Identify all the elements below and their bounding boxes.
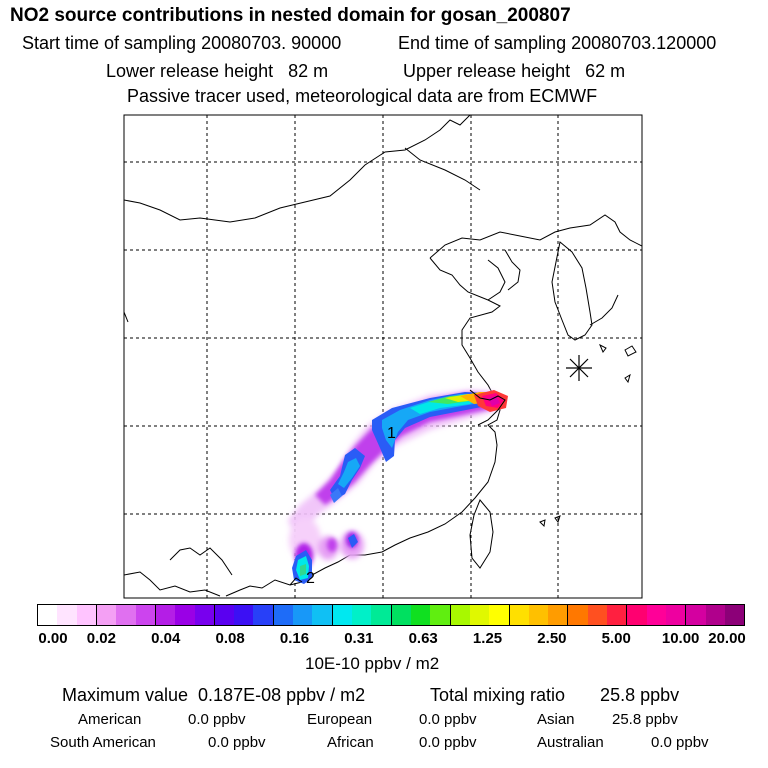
lat-lon-grid <box>124 115 642 598</box>
colorbar-swatch <box>410 605 431 625</box>
colorbar-swatch <box>57 605 77 625</box>
region-name-asian: Asian <box>537 711 575 728</box>
colorbar-swatch <box>352 605 372 625</box>
colorbar-swatch <box>332 605 352 625</box>
colorbar-swatch <box>528 605 549 625</box>
colorbar-swatch <box>371 605 392 625</box>
lower-release-height: Lower release height 82 m <box>106 61 329 81</box>
plot-title: NO2 source contributions in nested domai… <box>10 5 571 26</box>
map-frame <box>123 114 643 599</box>
colorbar-swatch <box>155 605 176 625</box>
colorbar-tick-label: 0.08 <box>215 630 245 647</box>
end-time: End time of sampling 20080703.120000 <box>398 33 717 53</box>
region-value-african: 0.0 ppbv <box>419 734 477 751</box>
colorbar-swatch <box>38 605 58 625</box>
region-name-european: European <box>307 711 373 728</box>
colorbar-swatch <box>273 605 294 625</box>
tracer-note: Passive tracer used, meteorological data… <box>127 86 598 106</box>
colorbar-swatch <box>135 605 156 625</box>
colorbar-swatch <box>627 605 647 625</box>
colorbar-tick-label: 10.00 <box>661 630 700 647</box>
region-value-american: 0.0 ppbv <box>188 711 246 728</box>
colorbar-swatch <box>509 605 529 625</box>
start-time: Start time of sampling 20080703. 90000 <box>22 33 342 53</box>
colorbar-swatch <box>450 605 470 625</box>
region-value-australian: 0.0 ppbv <box>651 734 709 751</box>
colorbar-tick-label: 0.00 <box>38 630 68 647</box>
region-name-australian: Australian <box>537 734 604 751</box>
total-mixing-ratio: Total mixing ratio 25.8 ppbv <box>430 685 680 705</box>
colorbar-tick-label: 0.16 <box>279 630 310 647</box>
source-label-2: 2 <box>306 570 315 587</box>
colorbar-swatch <box>116 605 136 625</box>
colorbar-swatch <box>430 605 451 625</box>
colorbar-swatch <box>489 605 510 625</box>
no2-plume <box>288 390 508 584</box>
colorbar-swatch <box>76 605 97 625</box>
colorbar-swatch <box>96 605 117 625</box>
colorbar-tick-label: 0.02 <box>86 630 116 647</box>
colorbar-swatch <box>194 605 215 625</box>
region-value-european: 0.0 ppbv <box>419 711 477 728</box>
colorbar-swatch <box>686 605 706 625</box>
colorbar-swatch <box>293 605 313 625</box>
colorbar-swatch <box>234 605 254 625</box>
colorbar-swatch <box>175 605 195 625</box>
region-name-african: African <box>327 734 374 751</box>
colorbar-swatch <box>587 605 608 625</box>
colorbar-swatch <box>253 605 274 625</box>
colorbar-swatch <box>214 605 235 625</box>
colorbar <box>37 604 745 626</box>
colorbar-unit: 10E-10 ppbv / m2 <box>305 654 440 673</box>
colorbar-swatch <box>646 605 666 625</box>
colorbar-swatch <box>469 605 490 625</box>
site-marker-icon <box>566 355 592 381</box>
maximum-value: Maximum value 0.187E-08 ppbv / m2 <box>62 685 366 705</box>
region-value-asian: 25.8 ppbv <box>612 711 678 728</box>
colorbar-swatch <box>391 605 411 625</box>
upper-release-height: Upper release height 62 m <box>403 61 626 81</box>
colorbar-swatch <box>607 605 628 625</box>
region-value-south-american: 0.0 ppbv <box>208 734 266 751</box>
colorbar-tick-label: 1.25 <box>472 630 503 647</box>
source-label-1: 1 <box>387 425 396 442</box>
colorbar-tick-label: 0.63 <box>408 630 438 647</box>
region-name-south-american: South American <box>50 734 156 751</box>
colorbar-swatch <box>705 605 725 625</box>
colorbar-swatch <box>666 605 687 625</box>
colorbar-swatch <box>548 605 569 625</box>
colorbar-tick-label: 2.50 <box>537 630 567 647</box>
colorbar-tick-label: 0.31 <box>344 630 374 647</box>
region-name-american: American <box>78 711 142 728</box>
colorbar-tick-label: 0.04 <box>151 630 181 647</box>
colorbar-tick-label: 20.00 <box>708 630 746 647</box>
colorbar-tick-label: 5.00 <box>601 630 631 647</box>
colorbar-swatch <box>312 605 333 625</box>
colorbar-swatch <box>724 605 745 625</box>
colorbar-swatch <box>568 605 588 625</box>
